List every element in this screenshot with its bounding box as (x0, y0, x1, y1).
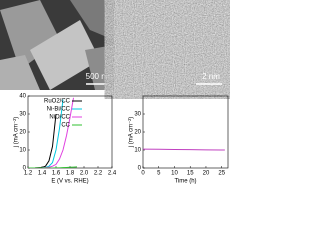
figure: 500 nm 2 nm 1.2 1.4 1.6 1.8 2.0 2.2 2.4 0 10 20 30… (0, 0, 230, 185)
legend-label: NiO/CC (49, 115, 70, 121)
y-tick-label: 30 (134, 112, 141, 118)
x-tick-label: 1.2 (24, 171, 33, 177)
sem-image-right: 2 nm (116, 0, 230, 90)
y-tick-label: 20 (134, 130, 141, 136)
x-tick-label: 1.8 (66, 171, 75, 177)
y-tick-label: 10 (134, 148, 141, 154)
y-tick-label: 10 (19, 148, 26, 154)
series-line (143, 148, 225, 151)
x-tick-label: 5 (157, 171, 161, 177)
page: 500 nm 2 nm 1.2 1.4 1.6 1.8 2.0 2.2 2.4 0 10 20 30… (0, 0, 230, 185)
x-tick-label: 15 (187, 171, 194, 177)
plot-area (28, 97, 78, 168)
y-axis-label: j (mA cm⁻²) (129, 117, 135, 149)
y-axis-label: j (mA cm⁻²) (14, 117, 20, 149)
plot-area (143, 148, 225, 151)
x-axis-label: E (V vs. RHE) (51, 179, 88, 185)
legend-label: RuO2/CC (44, 99, 71, 105)
y-tick-label: 20 (19, 130, 26, 136)
x-tick-label: 2.0 (80, 171, 89, 177)
x-tick-label: 20 (203, 171, 210, 177)
plot-frame (27, 95, 113, 169)
x-tick-label: 1.4 (38, 171, 47, 177)
legend-label: CC (61, 123, 70, 129)
x-tick-label: 25 (218, 171, 225, 177)
x-tick-label: 1.6 (52, 171, 61, 177)
series-line (28, 113, 57, 168)
x-axis-label: Time (h) (174, 179, 196, 185)
y-tick-label: 40 (19, 94, 26, 100)
y-tick-label: 0 (23, 166, 27, 172)
scale-label: 2 nm (202, 72, 220, 81)
x-tick-label: 0 (141, 171, 145, 177)
x-tick-label: 10 (171, 171, 178, 177)
legend-label: Ni-Bi/CC (47, 107, 71, 113)
series-line (28, 166, 78, 168)
sem-image-left: 500 nm (0, 0, 114, 90)
x-tick-label: 2.2 (94, 171, 103, 177)
y-tick-label: 0 (138, 166, 142, 172)
x-tick-label: 2.4 (108, 171, 117, 177)
plot-frame (142, 95, 229, 169)
y-tick-label: 30 (19, 112, 26, 118)
scale-label: 500 nm (86, 72, 113, 81)
